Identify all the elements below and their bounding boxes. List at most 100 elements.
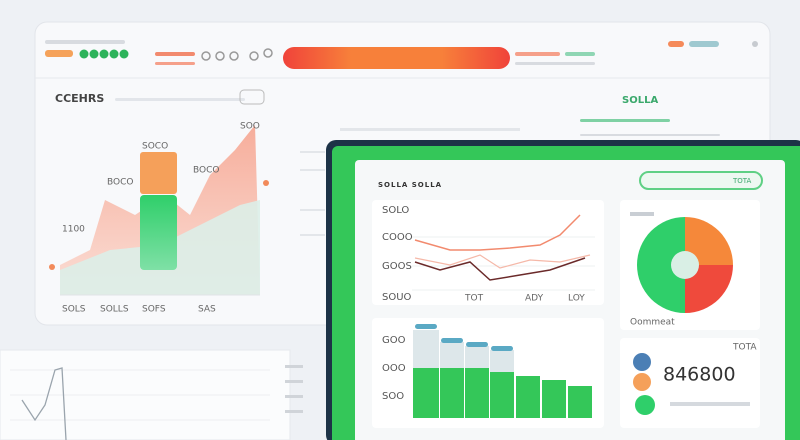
- bars-part: [568, 386, 592, 418]
- mini-ticks-part: [285, 365, 303, 368]
- bars-part: [542, 380, 566, 418]
- stat-icon: [633, 373, 651, 391]
- marker: [263, 180, 269, 186]
- nav-line: [515, 52, 560, 56]
- nav-line: [565, 52, 595, 56]
- dashboard-title: CCEHRS: [55, 92, 104, 105]
- mini-line: [21, 367, 67, 440]
- y-label: SOUO: [382, 292, 412, 303]
- side-lines: [300, 151, 325, 236]
- chart-label: BOCO: [107, 178, 133, 188]
- pie-green: [637, 217, 685, 313]
- top-pill: [689, 41, 719, 47]
- x-label: SOLLS: [100, 305, 129, 315]
- brand: SOLLA: [622, 95, 658, 106]
- y-label: COOO: [382, 232, 413, 243]
- mini-ticks: [285, 365, 303, 413]
- stat-icon: [635, 395, 655, 415]
- bar-tops: [413, 330, 514, 372]
- pie-hole: [671, 251, 699, 279]
- nav-icons-part: [201, 51, 211, 61]
- y-label: OOO: [382, 363, 406, 374]
- bar-tops-part: [465, 346, 489, 368]
- bars-part: [516, 376, 540, 418]
- y-label: GOO: [382, 335, 406, 346]
- nav-icons-part: [263, 48, 273, 58]
- bars: [413, 368, 592, 418]
- x-label: SOLS: [62, 305, 86, 315]
- x-label: ADY: [525, 294, 544, 304]
- brand-line: [580, 119, 670, 122]
- progress-pill: [283, 47, 510, 69]
- top-pill: [668, 41, 684, 47]
- nav-icons-part: [249, 51, 259, 61]
- chart-label: BOCO: [193, 166, 219, 176]
- bar-caps-part: [491, 346, 513, 351]
- marker: [49, 264, 55, 270]
- stat-value: 846800: [663, 364, 736, 386]
- line-series: [414, 214, 581, 251]
- pie-orange: [685, 217, 733, 265]
- nav-line: [155, 52, 195, 56]
- status-dots-part: [99, 49, 109, 59]
- y-label: SOLO: [382, 205, 409, 216]
- mini-ticks-part: [285, 380, 303, 383]
- bar-caps-part: [415, 324, 437, 329]
- line-series: [414, 257, 586, 281]
- line-series: [414, 254, 591, 269]
- y-label: GOOS: [382, 261, 412, 272]
- top-line: [45, 40, 125, 44]
- panel-top: [340, 128, 520, 131]
- mini-grid: [10, 369, 270, 421]
- bars-part: [413, 368, 439, 418]
- nav-line: [515, 62, 595, 65]
- icon-box: [239, 89, 265, 105]
- status-dots: [79, 49, 129, 59]
- chart-label: SOO: [240, 122, 260, 132]
- badge: TOTA: [732, 177, 752, 185]
- status-dots-part: [119, 49, 129, 59]
- grid: [412, 236, 595, 291]
- bar-green: [140, 195, 177, 270]
- top-dot: [752, 41, 758, 47]
- nav-icons: [201, 48, 273, 61]
- pie-title: [630, 212, 654, 216]
- status-dots-part: [109, 49, 119, 59]
- bar-caps-part: [441, 338, 463, 343]
- bar-tops-part: [490, 350, 514, 372]
- bars-part: [440, 368, 464, 418]
- x-label: TOT: [464, 294, 484, 304]
- stat-line: [670, 402, 750, 406]
- nav-icons-part: [215, 51, 225, 61]
- x-label: LOY: [568, 294, 585, 304]
- y-label: SOO: [382, 391, 404, 402]
- pie-caption: Oommeat: [630, 318, 675, 328]
- x-label: SAS: [198, 305, 216, 315]
- status-dots-part: [89, 49, 99, 59]
- bar-tops-part: [413, 330, 439, 368]
- bar-orange: [140, 152, 177, 194]
- pie-red: [685, 265, 733, 313]
- bars-part: [465, 368, 489, 418]
- x-label: SOFS: [142, 305, 166, 315]
- nav-icons-part: [229, 51, 239, 61]
- bar-caps: [415, 324, 513, 351]
- chart-label: SOCO: [142, 142, 168, 152]
- top-pill: [45, 50, 73, 57]
- search-line: [115, 98, 245, 101]
- bar-tops-part: [440, 342, 464, 368]
- brand-line: [580, 134, 720, 136]
- screen-title: SOLLA SOLLA: [378, 181, 442, 189]
- stat-icon: [633, 353, 651, 371]
- search-pill: [639, 171, 763, 190]
- mini-ticks-part: [285, 410, 303, 413]
- mini-ticks-part: [285, 395, 303, 398]
- bars-part: [490, 372, 514, 418]
- stat-label: TOTA: [732, 343, 757, 353]
- nav-line: [155, 62, 195, 65]
- chart-label: 1100: [62, 225, 85, 235]
- bar-caps-part: [466, 342, 488, 347]
- line-card: [372, 200, 604, 305]
